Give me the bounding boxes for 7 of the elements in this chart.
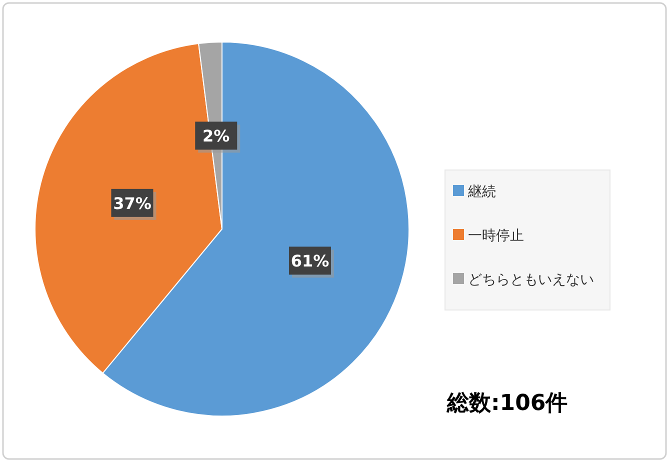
- data-label: 61%: [290, 252, 330, 271]
- legend-label: 一時停止: [468, 228, 524, 244]
- data-label: 37%: [113, 194, 152, 213]
- legend-label: どちらともいえない: [468, 272, 594, 288]
- legend-label: 継続: [467, 184, 496, 200]
- text: 総数:106件: [446, 391, 568, 416]
- data-label: 2%: [202, 126, 230, 146]
